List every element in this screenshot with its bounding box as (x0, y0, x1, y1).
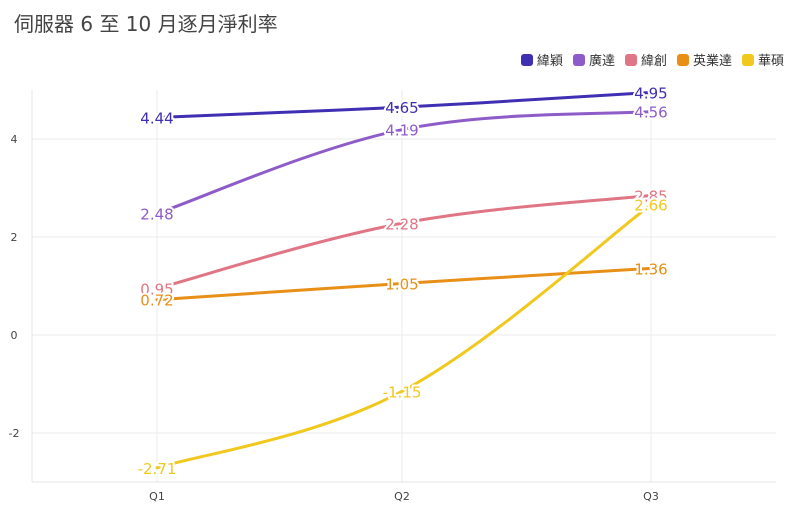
data-label: 2.85 (634, 187, 667, 205)
legend-label: 華碩 (757, 54, 784, 69)
data-label: 4.56 (634, 104, 667, 122)
data-label: 2.28 (385, 215, 418, 233)
legend-item[interactable]: 英業達 (676, 50, 732, 69)
series-line (155, 203, 653, 470)
legend-swatch (676, 53, 689, 66)
data-label: 0.72 (140, 292, 173, 310)
legend-swatch (624, 53, 637, 66)
legend-label: 廣達 (588, 54, 615, 69)
series-line (155, 266, 653, 302)
legend-swatch (741, 53, 754, 66)
x-tick-label: Q3 (643, 490, 659, 503)
legend-label: 緯穎 (536, 54, 563, 69)
y-tick-label: -2 (9, 427, 20, 440)
data-label: 2.48 (140, 205, 173, 223)
x-tick-label: Q1 (149, 490, 165, 503)
legend-label: 英業達 (692, 54, 732, 69)
legend-swatch (572, 53, 585, 66)
y-tick-label: 2 (11, 231, 18, 244)
series-line (155, 110, 653, 215)
legend-label: 緯創 (640, 54, 667, 69)
data-label: 4.65 (385, 99, 418, 117)
y-tick-label: 0 (11, 329, 18, 342)
data-label: 1.36 (634, 260, 667, 278)
series-line (155, 193, 653, 290)
legend-item[interactable]: 廣達 (572, 50, 615, 69)
x-tick-label: Q2 (394, 490, 410, 503)
legend: 緯穎 廣達 緯創 英業達 華碩 (520, 50, 784, 69)
legend-item[interactable]: 緯穎 (520, 50, 563, 69)
data-label: -2.71 (138, 460, 177, 478)
data-label: -1.15 (383, 383, 422, 401)
series-line (155, 90, 653, 119)
legend-swatch (520, 53, 533, 66)
chart-title: 伺服器 6 至 10 月逐月淨利率 (14, 12, 278, 36)
data-label: 4.95 (634, 84, 667, 102)
legend-item[interactable]: 華碩 (741, 50, 784, 69)
data-label: 2.66 (634, 197, 667, 215)
data-label: 1.05 (385, 276, 418, 294)
y-tick-label: 4 (11, 133, 18, 146)
data-label: 4.19 (385, 122, 418, 140)
data-label: 0.95 (140, 280, 173, 298)
data-label: 4.44 (140, 109, 173, 127)
legend-item[interactable]: 緯創 (624, 50, 667, 69)
